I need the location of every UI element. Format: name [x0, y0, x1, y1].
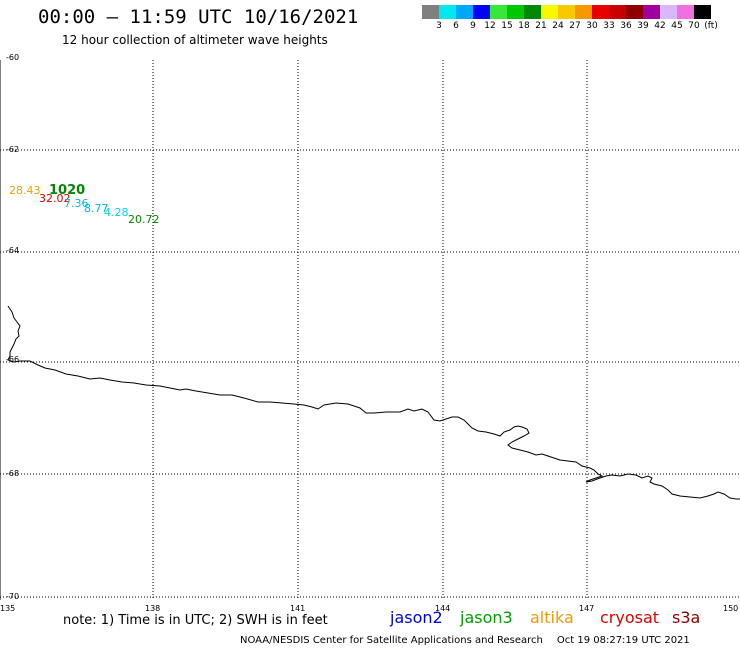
antarctic-coastline: [7, 305, 740, 500]
footer-credit: NOAA/NESDIS Center for Satellite Applica…: [240, 635, 543, 646]
color-scale-label: 21: [535, 21, 547, 31]
color-swatch: [643, 5, 660, 19]
longitude-gridlines: [152, 60, 588, 600]
color-swatch: [660, 5, 677, 19]
color-swatch: [677, 5, 694, 19]
satellite-legend-cryosat: cryosat: [600, 608, 660, 627]
color-scale-label: 6: [453, 21, 459, 31]
latitude-tick-label: -64: [6, 246, 20, 255]
color-scale-label: 9: [470, 21, 476, 31]
color-scale-label: (ft): [704, 21, 718, 31]
color-scale-label: 42: [654, 21, 666, 31]
color-swatch: [422, 5, 439, 19]
color-scale-label: 12: [484, 21, 496, 31]
color-scale-swatches: [422, 5, 711, 19]
color-swatch: [439, 5, 456, 19]
color-scale-label: 15: [501, 21, 513, 31]
map-subtitle: 12 hour collection of altimeter wave hei…: [62, 33, 328, 47]
latitude-tick-label: -66: [6, 355, 20, 364]
wave-height-label: 7.36: [64, 197, 89, 210]
color-swatch: [507, 5, 524, 19]
longitude-tick-label: 135: [0, 604, 16, 613]
color-swatch: [575, 5, 592, 19]
wave-height-label: 4.28: [104, 206, 129, 219]
longitude-tick-label: 138: [145, 604, 161, 613]
footer: NOAA/NESDIS Center for Satellite Applica…: [240, 635, 690, 646]
color-scale-label: 36: [620, 21, 632, 31]
longitude-tick-label: 147: [579, 604, 595, 613]
color-swatch: [592, 5, 609, 19]
color-swatch: [558, 5, 575, 19]
latitude-tick-label: -62: [6, 145, 20, 154]
map-title: 00:00 – 11:59 UTC 10/16/2021: [38, 6, 359, 28]
units-note: note: 1) Time is in UTC; 2) SWH is in fe…: [63, 613, 328, 628]
color-scale-label: 45: [671, 21, 683, 31]
color-scale-label: 3: [436, 21, 442, 31]
color-swatch: [626, 5, 643, 19]
color-scale-label: 27: [569, 21, 581, 31]
latitude-gridlines: [0, 149, 740, 598]
color-scale-label: 33: [603, 21, 615, 31]
color-swatch: [490, 5, 507, 19]
color-swatch: [541, 5, 558, 19]
color-scale-labels: 3 6 9 12 15 18 21 24 27 30 33 36 39 42 45 70 (ft): [422, 19, 718, 31]
color-scale-legend: 3 6 9 12 15 18 21 24 27 30 33 36 39 42 45 70 (ft): [422, 5, 718, 31]
wave-height-label: 8.77: [84, 202, 109, 215]
wave-height-label: 28.43: [9, 184, 41, 197]
color-scale-label: 70: [688, 21, 700, 31]
color-scale-label: 18: [518, 21, 530, 31]
latitude-tick-label: -68: [6, 469, 20, 478]
color-scale-label: 39: [637, 21, 649, 31]
wave-height-label: 1020: [49, 183, 86, 198]
satellite-legend-jason3: jason3: [460, 608, 513, 627]
footer-timestamp: Oct 19 08:27:19 UTC 2021: [556, 635, 690, 646]
latitude-tick-label: -60: [6, 53, 20, 62]
color-swatch: [524, 5, 541, 19]
color-swatch: [694, 5, 711, 19]
color-swatch: [473, 5, 490, 19]
satellite-legend-altika: altika: [530, 608, 574, 627]
color-scale-label: 30: [586, 21, 598, 31]
latitude-tick-label: -70: [6, 592, 20, 601]
longitude-tick-label: 144: [435, 604, 451, 613]
wave-height-label: 20.72: [128, 213, 160, 226]
color-swatch: [609, 5, 626, 19]
wave-height-label: 32.02: [39, 192, 71, 205]
color-swatch: [456, 5, 473, 19]
color-scale-label: 24: [552, 21, 564, 31]
satellite-legend-s3a: s3a: [672, 608, 701, 627]
longitude-tick-label: 141: [290, 604, 306, 613]
satellite-legend-jason2: jason2: [390, 608, 443, 627]
longitude-tick-label: 150: [723, 604, 739, 613]
